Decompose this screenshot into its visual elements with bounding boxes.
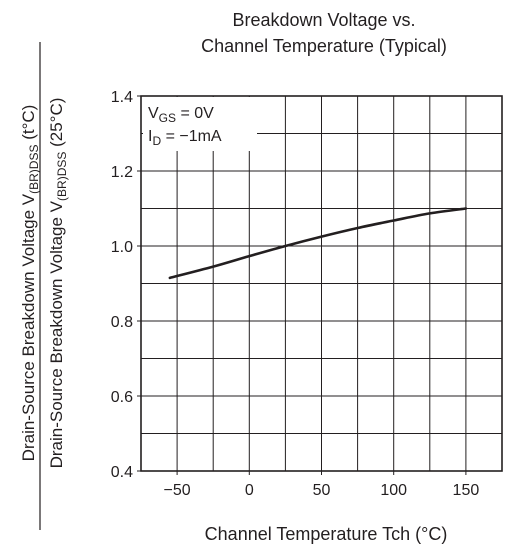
x-tick-label: 0 (245, 482, 254, 499)
y-tick-label: 0.6 (111, 389, 133, 406)
series-line (168, 207, 468, 280)
x-tick-label: −50 (164, 482, 191, 499)
y-tick-label: 0.4 (111, 464, 133, 481)
x-tick-labels: −50 0 50 100 150 (164, 471, 480, 499)
y-tick-label: 0.8 (111, 314, 133, 331)
y-axis-label-numerator: Drain-Source Breakdown Voltage V(BR)DSS … (19, 105, 41, 462)
conditions-box (143, 97, 257, 151)
y-tick-label: 1.0 (111, 239, 133, 256)
condition-id: ID = −1mA (148, 128, 222, 148)
y-tick-labels: 0.4 0.6 0.8 1.0 1.2 1.4 (111, 89, 141, 481)
x-axis-label: Channel Temperature Tch (°C) (205, 524, 448, 544)
svg-text:Drain-Source Breakdown Voltage: Drain-Source Breakdown Voltage V(BR)DSS … (47, 98, 69, 469)
x-tick-label: 100 (380, 482, 407, 499)
svg-text:Drain-Source Breakdown Voltage: Drain-Source Breakdown Voltage V(BR)DSS … (19, 105, 41, 462)
chart-title-line-2: Channel Temperature (Typical) (201, 36, 447, 56)
y-axis-label-denominator: Drain-Source Breakdown Voltage V(BR)DSS … (47, 98, 69, 469)
chart-title-line-1: Breakdown Voltage vs. (232, 10, 415, 30)
x-tick-label: 50 (313, 482, 331, 499)
x-tick-label: 150 (453, 482, 480, 499)
y-tick-label: 1.4 (111, 89, 133, 106)
condition-vgs: VGS = 0V (148, 105, 214, 125)
grid (141, 96, 502, 471)
y-tick-label: 1.2 (111, 164, 133, 181)
